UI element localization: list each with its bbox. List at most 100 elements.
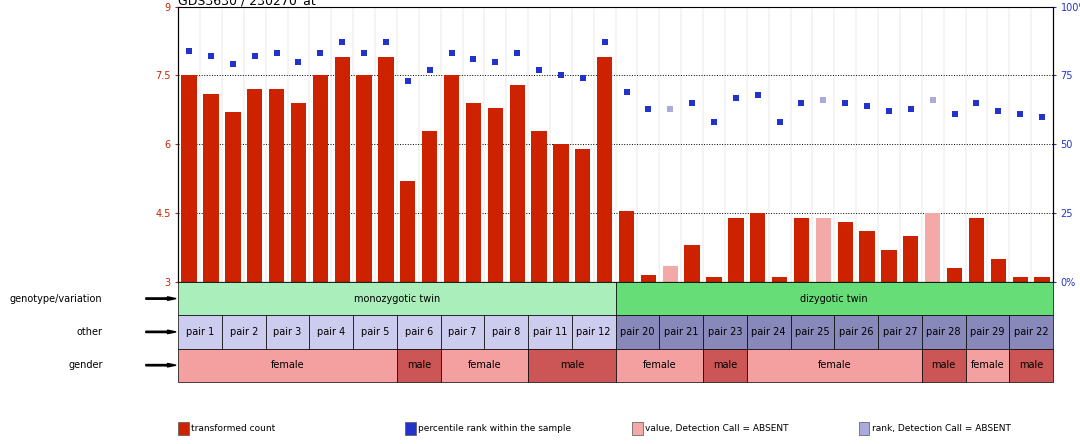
Bar xyxy=(616,315,659,349)
Point xyxy=(487,58,504,65)
Point xyxy=(312,50,329,57)
Point xyxy=(575,75,592,82)
Text: value, Detection Call = ABSENT: value, Detection Call = ABSENT xyxy=(645,424,788,433)
Point xyxy=(902,105,919,112)
Point xyxy=(989,108,1007,115)
Bar xyxy=(397,315,441,349)
Bar xyxy=(922,349,966,382)
Point xyxy=(530,67,548,74)
Bar xyxy=(266,315,310,349)
Text: male: male xyxy=(559,360,584,370)
Point xyxy=(1034,113,1051,120)
Point xyxy=(268,50,285,57)
Point xyxy=(771,119,788,126)
Bar xyxy=(835,315,878,349)
Bar xyxy=(616,349,703,382)
Text: GDS3630 / 230270_at: GDS3630 / 230270_at xyxy=(178,0,316,7)
Point xyxy=(837,99,854,107)
Text: pair 23: pair 23 xyxy=(707,327,742,337)
Point xyxy=(202,53,219,60)
Text: pair 26: pair 26 xyxy=(839,327,874,337)
Point xyxy=(924,97,942,104)
Text: transformed count: transformed count xyxy=(191,424,275,433)
Bar xyxy=(640,275,656,282)
Bar xyxy=(178,282,616,315)
Text: pair 11: pair 11 xyxy=(532,327,567,337)
Bar xyxy=(531,131,546,282)
Bar xyxy=(397,349,441,382)
Text: dizygotic twin: dizygotic twin xyxy=(800,293,868,304)
Bar xyxy=(576,149,591,282)
Text: pair 2: pair 2 xyxy=(230,327,258,337)
Bar xyxy=(178,315,222,349)
Point xyxy=(180,47,198,54)
Text: pair 25: pair 25 xyxy=(795,327,829,337)
Text: pair 20: pair 20 xyxy=(620,327,654,337)
Bar xyxy=(1013,278,1028,282)
Text: monozygotic twin: monozygotic twin xyxy=(354,293,440,304)
Bar xyxy=(794,218,809,282)
Bar xyxy=(422,131,437,282)
Text: gender: gender xyxy=(68,360,103,370)
Point xyxy=(946,111,963,118)
Point xyxy=(968,99,985,107)
Bar xyxy=(926,213,941,282)
Point xyxy=(639,105,657,112)
Bar xyxy=(181,75,197,282)
Point xyxy=(1012,111,1029,118)
Bar xyxy=(703,315,747,349)
Text: female: female xyxy=(818,360,851,370)
Bar xyxy=(465,103,481,282)
Bar xyxy=(203,94,218,282)
Point xyxy=(662,105,679,112)
Bar xyxy=(878,315,922,349)
Bar xyxy=(553,144,568,282)
Text: pair 3: pair 3 xyxy=(273,327,301,337)
Bar xyxy=(488,107,503,282)
Point xyxy=(289,58,307,65)
Point xyxy=(814,97,832,104)
Bar xyxy=(572,315,616,349)
Bar xyxy=(226,112,241,282)
Point xyxy=(400,77,417,84)
Bar xyxy=(353,315,397,349)
Bar xyxy=(728,218,743,282)
Point xyxy=(421,67,438,74)
Text: pair 8: pair 8 xyxy=(492,327,521,337)
Text: pair 24: pair 24 xyxy=(752,327,786,337)
Bar xyxy=(441,349,528,382)
Text: pair 4: pair 4 xyxy=(318,327,346,337)
Text: pair 7: pair 7 xyxy=(448,327,476,337)
Bar xyxy=(969,218,984,282)
Bar xyxy=(947,268,962,282)
Text: female: female xyxy=(468,360,501,370)
Bar xyxy=(685,245,700,282)
Bar xyxy=(838,222,853,282)
Point xyxy=(443,50,460,57)
Bar xyxy=(528,315,572,349)
Text: rank, Detection Call = ABSENT: rank, Detection Call = ABSENT xyxy=(872,424,1011,433)
Text: pair 28: pair 28 xyxy=(927,327,961,337)
Text: male: male xyxy=(1020,360,1043,370)
Point xyxy=(618,88,635,95)
Bar xyxy=(747,315,791,349)
Bar xyxy=(441,315,485,349)
Point xyxy=(880,108,897,115)
Point xyxy=(509,50,526,57)
Bar xyxy=(1009,349,1053,382)
Text: pair 5: pair 5 xyxy=(361,327,389,337)
Bar xyxy=(1035,278,1050,282)
Bar xyxy=(510,85,525,282)
Bar xyxy=(310,315,353,349)
Text: pair 21: pair 21 xyxy=(664,327,699,337)
Text: percentile rank within the sample: percentile rank within the sample xyxy=(418,424,571,433)
Bar xyxy=(616,282,1053,315)
Text: pair 6: pair 6 xyxy=(405,327,433,337)
Bar xyxy=(922,315,966,349)
Bar xyxy=(966,349,1009,382)
Point xyxy=(246,53,264,60)
Bar xyxy=(706,278,721,282)
Bar xyxy=(703,349,747,382)
Text: male: male xyxy=(407,360,431,370)
Bar xyxy=(772,278,787,282)
